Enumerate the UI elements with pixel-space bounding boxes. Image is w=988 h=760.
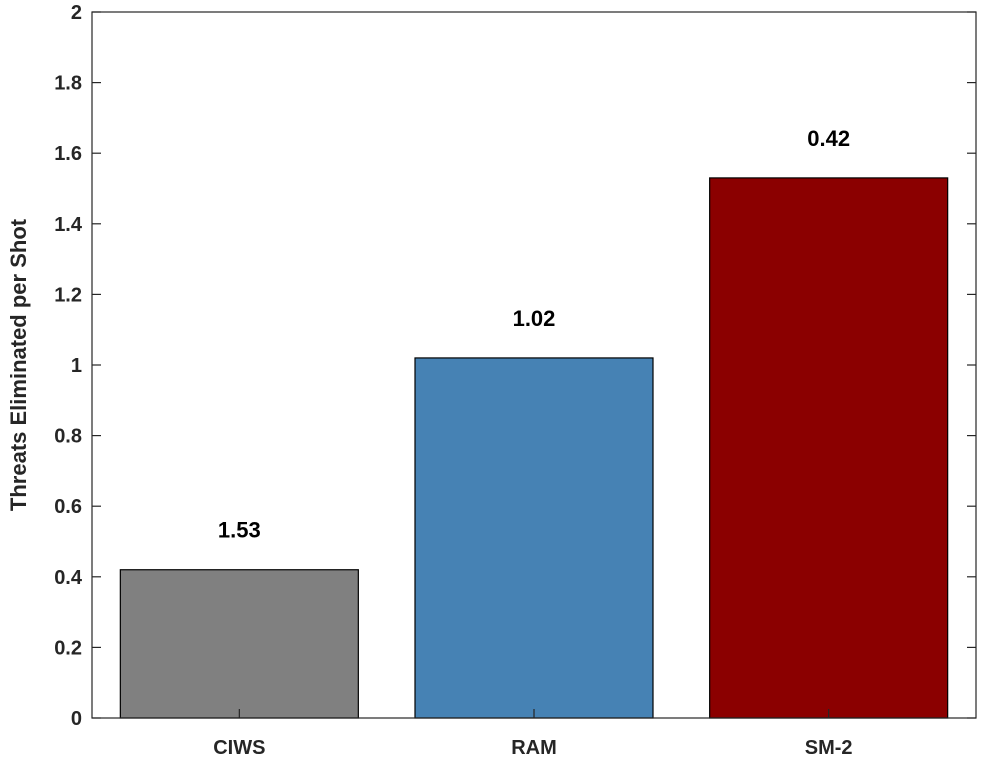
bar-sm-2 xyxy=(709,177,949,719)
y-tick-label: 1.6 xyxy=(54,143,82,165)
y-tick-label: 1 xyxy=(71,355,82,377)
x-tick-label: CIWS xyxy=(213,737,265,759)
y-tick-label: 0 xyxy=(71,708,82,730)
data-label: 1.53 xyxy=(218,518,261,543)
bar-ram xyxy=(414,357,654,719)
y-tick-label: 1.4 xyxy=(54,214,83,236)
y-tick-label: 0.8 xyxy=(54,426,82,448)
x-tick-label: RAM xyxy=(511,737,557,759)
y-tick-label: 0.6 xyxy=(54,496,82,518)
y-tick-label: 0.4 xyxy=(54,567,83,589)
x-tick-label: SM-2 xyxy=(805,737,853,759)
y-axis-label: Threats Eliminated per Shot xyxy=(6,218,31,511)
bar-ciws xyxy=(119,569,359,719)
data-label: 0.42 xyxy=(807,126,850,151)
y-tick-label: 2 xyxy=(71,2,82,24)
data-label: 1.02 xyxy=(513,306,556,331)
y-tick-label: 0.2 xyxy=(54,637,82,659)
y-tick-label: 1.2 xyxy=(54,284,82,306)
y-tick-label: 1.8 xyxy=(54,73,82,95)
